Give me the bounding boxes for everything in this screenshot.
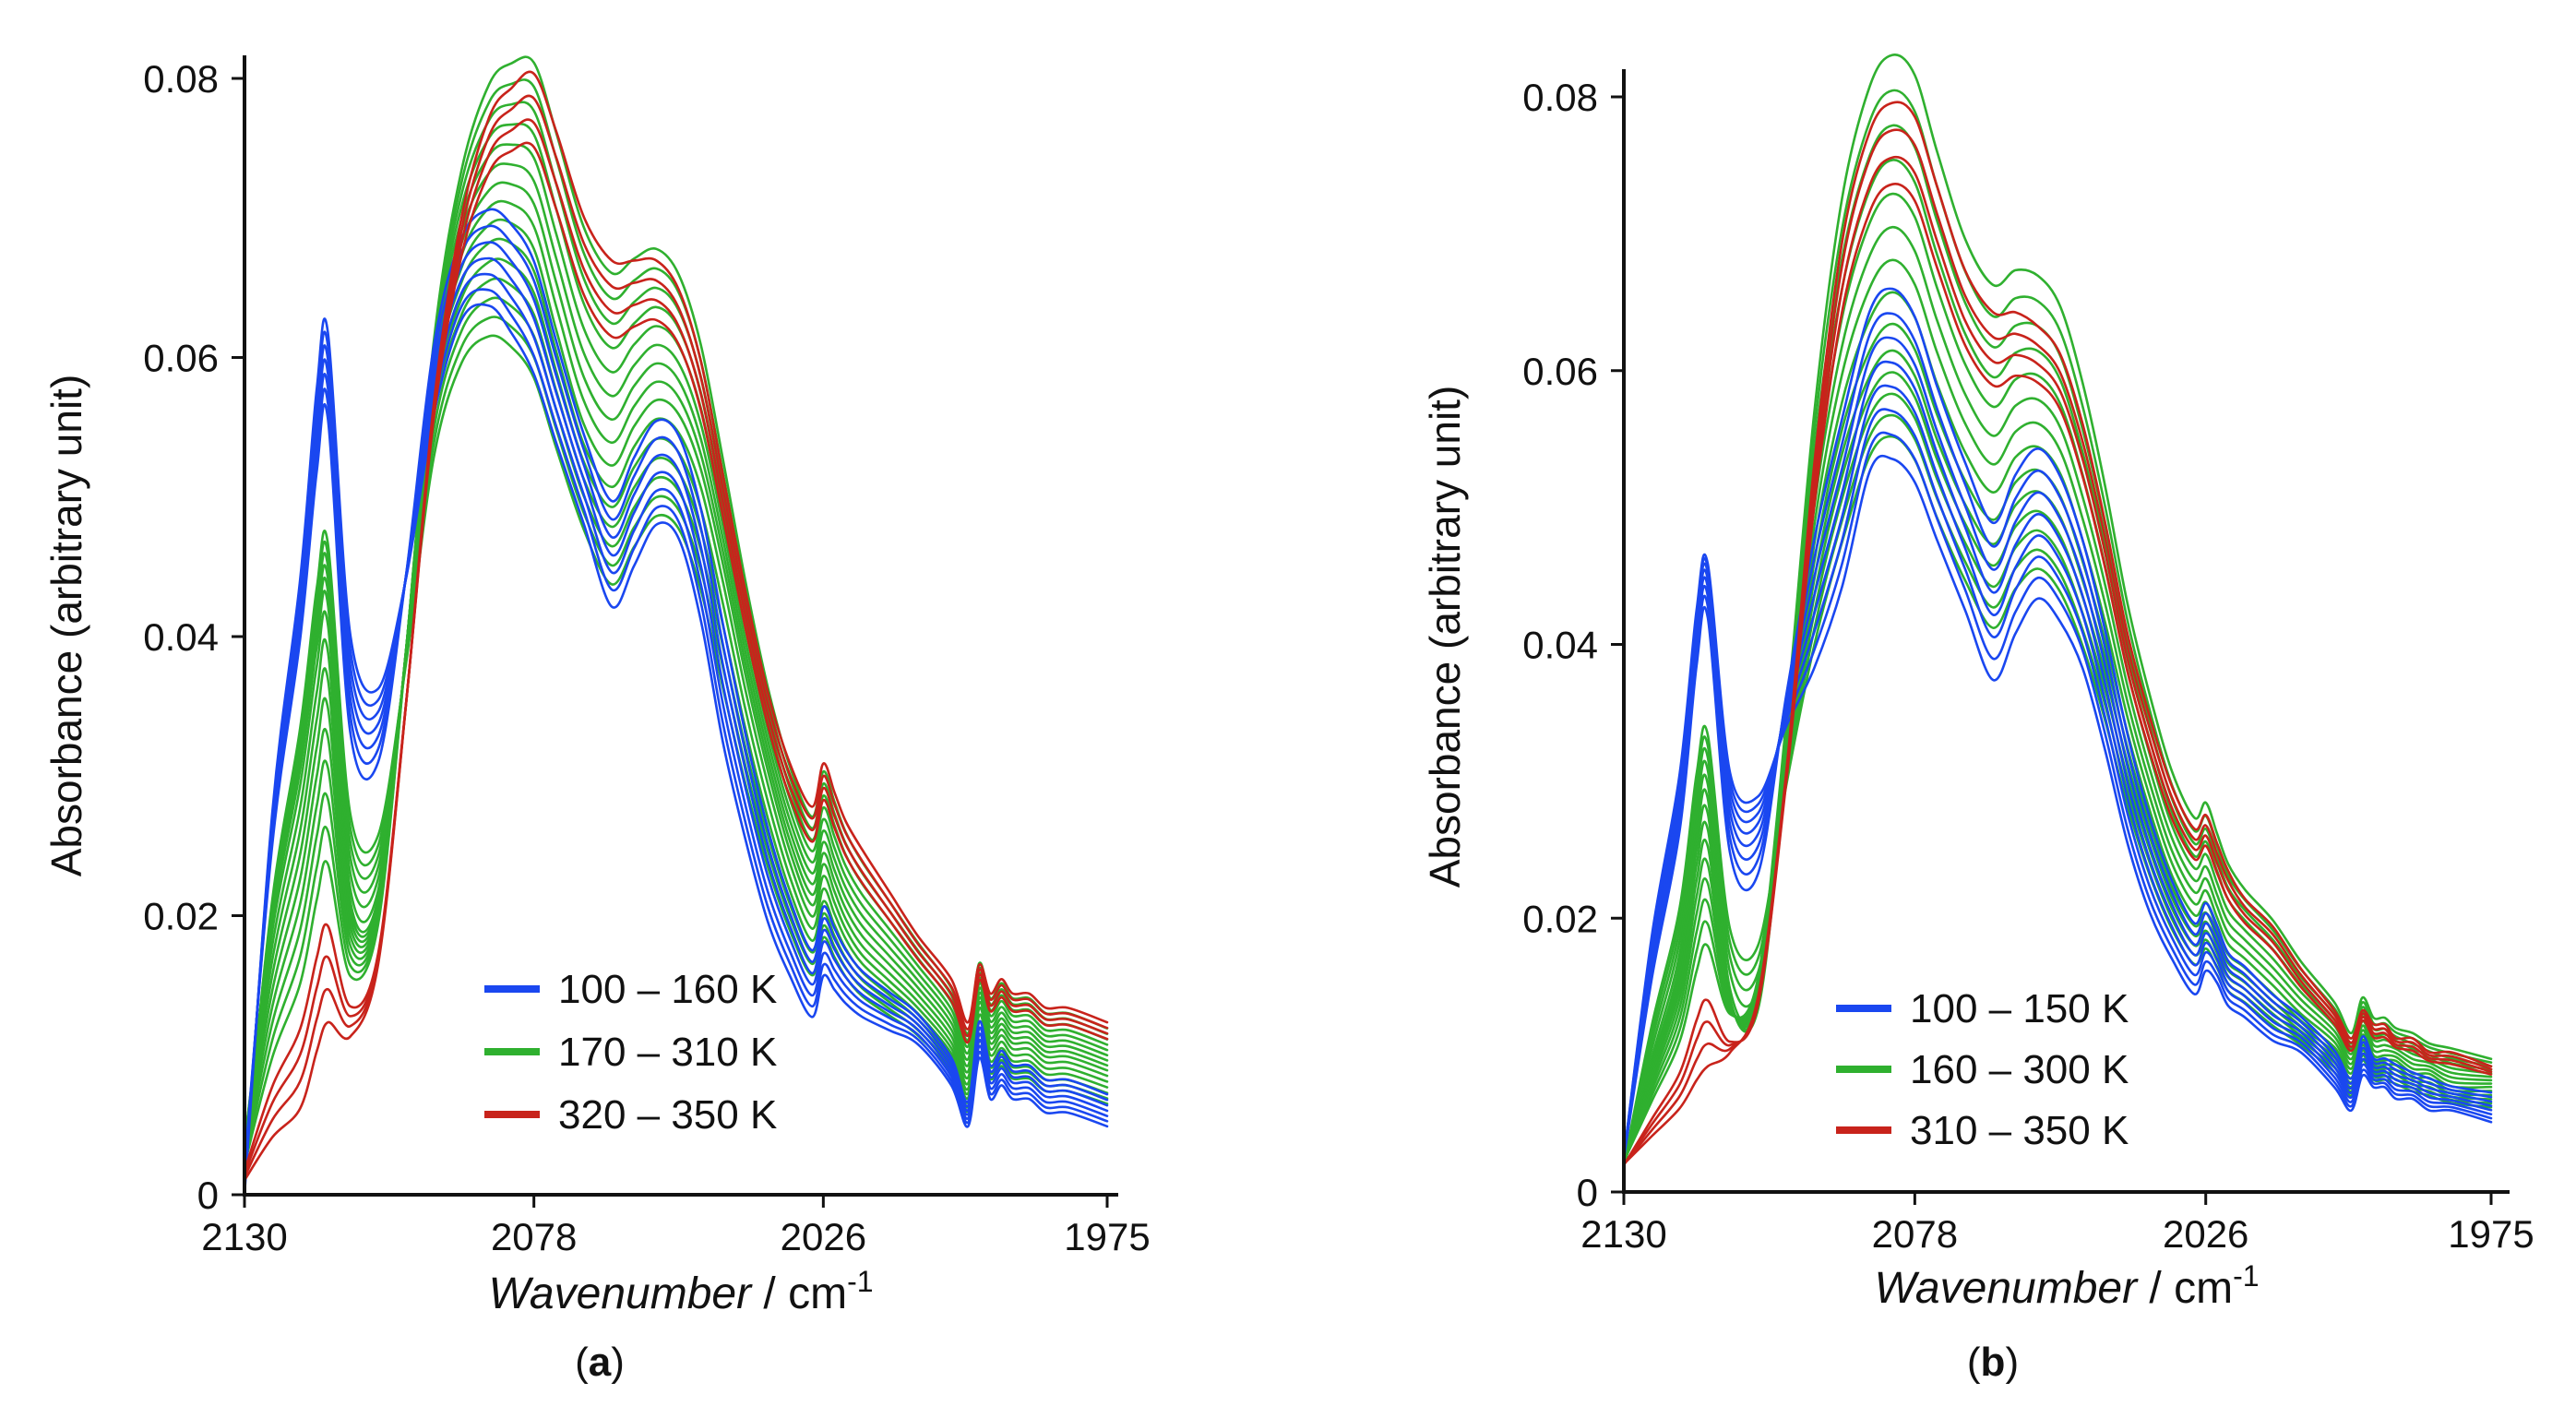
x-tick-label: 2026 [781,1215,866,1258]
y-tick-label: 0 [197,1174,219,1217]
series-line-red [1622,101,2493,1165]
y-tick-label: 0.08 [143,57,219,101]
series-line-red [243,70,1109,1182]
y-axis-label-a: Absorbance (arbitrary unit) [42,375,90,877]
x-tick-label: 2078 [491,1215,577,1258]
series-line-blue [1622,312,2493,1160]
legend-a: 100 – 160 K 170 – 310 K 320 – 350 K [484,967,777,1138]
y-tick-label: 0 [1577,1171,1598,1214]
legend-label: 170 – 310 K [558,1030,777,1075]
y-tick-label: 0.06 [1522,350,1598,393]
series-line-blue [1622,336,2493,1159]
y-tick-label: 0.04 [1522,624,1598,667]
legend-label: 160 – 300 K [1910,1047,2129,1092]
series-line-green [243,199,1109,1146]
legend-label: 320 – 350 K [558,1092,777,1138]
legend-b: 100 – 150 K 160 – 300 K 310 – 350 K [1836,986,2129,1153]
x-ticks-b: 2130 2078 2026 1975 [1580,1192,2534,1256]
series-line-blue [1622,287,2493,1160]
series-line-green [243,218,1109,1143]
y-tick-label: 0.02 [143,895,219,938]
x-tick-label: 1975 [2448,1212,2534,1256]
series-line-green [243,181,1109,1149]
y-axis-label-b: Absorbance (arbitrary unit) [1421,386,1469,888]
y-tick-label: 0.02 [1522,897,1598,940]
panel-label-a: (a) [575,1340,625,1385]
x-axis-label-a: Wavenumber / cm-1 [488,1265,873,1318]
curve-group-b [1622,53,2493,1168]
y-ticks-a: 0 0.02 0.04 0.06 0.08 [143,57,244,1217]
panel-label-b: (b) [1967,1340,2019,1385]
legend-label: 310 – 350 K [1910,1108,2129,1153]
series-line-blue [1622,360,2493,1159]
legend-label: 100 – 160 K [558,967,777,1012]
x-tick-label: 2026 [2163,1212,2248,1256]
curve-group-a [243,55,1109,1197]
series-line-green [1622,53,2493,1163]
x-tick-label: 2078 [1872,1212,1958,1256]
chart-panel-b: 0 0.02 0.04 0.06 0.08 2130 2078 2026 1975 Absor… [1421,53,2534,1385]
chart-panel-a: 0 0.02 0.04 0.06 0.08 2130 2078 2026 1975 Absor… [42,55,1151,1385]
y-ticks-b: 0 0.02 0.04 0.06 0.08 [1522,76,1624,1214]
series-line-green [243,162,1109,1151]
y-tick-label: 0.04 [143,615,219,659]
y-tick-label: 0.06 [143,337,219,380]
series-line-blue [243,208,1109,1169]
x-axis-label-b: Wavenumber / cm-1 [1874,1259,2259,1313]
x-ticks-a: 2130 2078 2026 1975 [201,1195,1151,1258]
x-tick-label: 2130 [201,1215,287,1258]
x-tick-label: 1975 [1064,1215,1150,1258]
legend-label: 100 – 150 K [1910,986,2129,1031]
y-tick-label: 0.08 [1522,76,1598,119]
x-tick-label: 2130 [1580,1212,1666,1256]
